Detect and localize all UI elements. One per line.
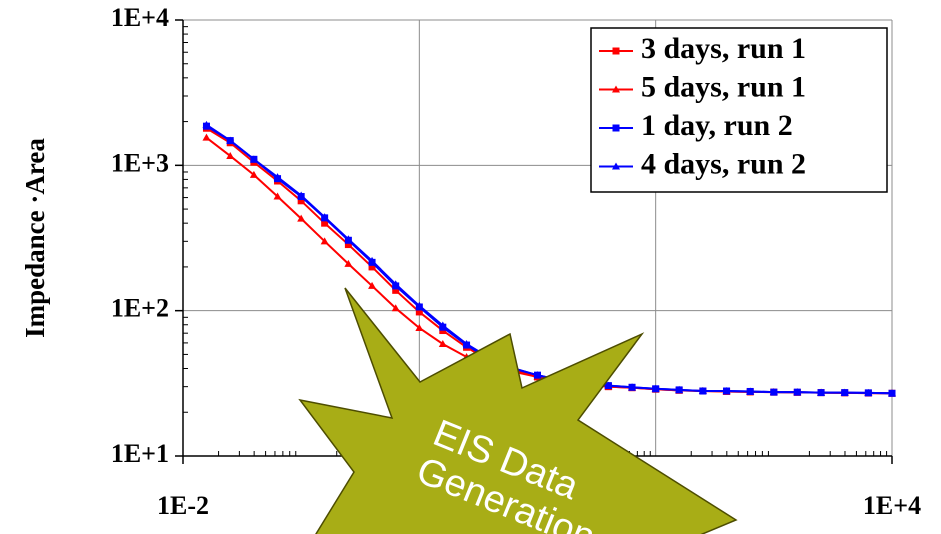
- marker: [297, 191, 306, 199]
- starburst: [298, 287, 738, 534]
- x-tick-label: 1E-2: [157, 491, 209, 520]
- marker: [793, 388, 802, 396]
- marker: [320, 213, 329, 221]
- marker: [769, 388, 778, 396]
- marker: [297, 197, 305, 205]
- marker: [321, 219, 329, 227]
- marker: [368, 263, 376, 271]
- y-axis-label: Impedance ·Area: [20, 138, 50, 338]
- y-tick-label: 1E+1: [111, 439, 169, 468]
- marker: [698, 387, 707, 395]
- marker: [249, 170, 258, 178]
- marker: [320, 237, 329, 245]
- legend-label: 5 days, run 1: [641, 70, 806, 103]
- legend-label: 1 day, run 2: [641, 109, 793, 142]
- marker: [368, 281, 377, 289]
- legend-label: 3 days, run 1: [641, 32, 806, 65]
- marker: [864, 388, 873, 396]
- marker: [746, 387, 755, 395]
- marker: [604, 381, 613, 389]
- marker: [202, 120, 211, 128]
- marker: [675, 385, 684, 393]
- marker: [344, 241, 352, 249]
- marker: [722, 387, 731, 395]
- marker: [612, 85, 620, 93]
- marker: [344, 259, 353, 267]
- marker: [612, 47, 620, 55]
- marker: [249, 155, 258, 163]
- marker: [628, 383, 637, 391]
- marker: [226, 151, 235, 159]
- marker: [462, 339, 471, 347]
- marker: [415, 301, 424, 309]
- marker: [415, 308, 423, 316]
- legend: 3 days, run 1 5 days, run 1 1 day, run 2 4 …: [590, 27, 888, 193]
- marker: [368, 256, 377, 264]
- marker: [297, 214, 306, 222]
- marker: [651, 384, 660, 392]
- marker: [226, 136, 235, 144]
- legend-label: 4 days, run 2: [641, 147, 806, 180]
- marker: [344, 235, 353, 243]
- marker: [612, 162, 620, 170]
- marker: [391, 304, 400, 312]
- marker: [533, 371, 542, 379]
- marker: [438, 339, 447, 347]
- y-tick-label: 1E+3: [111, 148, 169, 177]
- legend-box: [590, 27, 888, 193]
- y-tick-label: 1E+4: [111, 3, 169, 32]
- marker: [817, 388, 826, 396]
- marker: [391, 280, 400, 288]
- marker: [438, 321, 447, 329]
- x-tick-label: 1E+4: [863, 491, 921, 520]
- marker: [202, 133, 211, 141]
- marker: [273, 192, 282, 200]
- marker: [888, 389, 896, 397]
- marker: [392, 286, 400, 294]
- marker: [273, 173, 282, 181]
- marker: [612, 124, 620, 132]
- marker: [840, 388, 849, 396]
- y-tick-label: 1E+2: [111, 294, 169, 323]
- marker: [415, 323, 424, 331]
